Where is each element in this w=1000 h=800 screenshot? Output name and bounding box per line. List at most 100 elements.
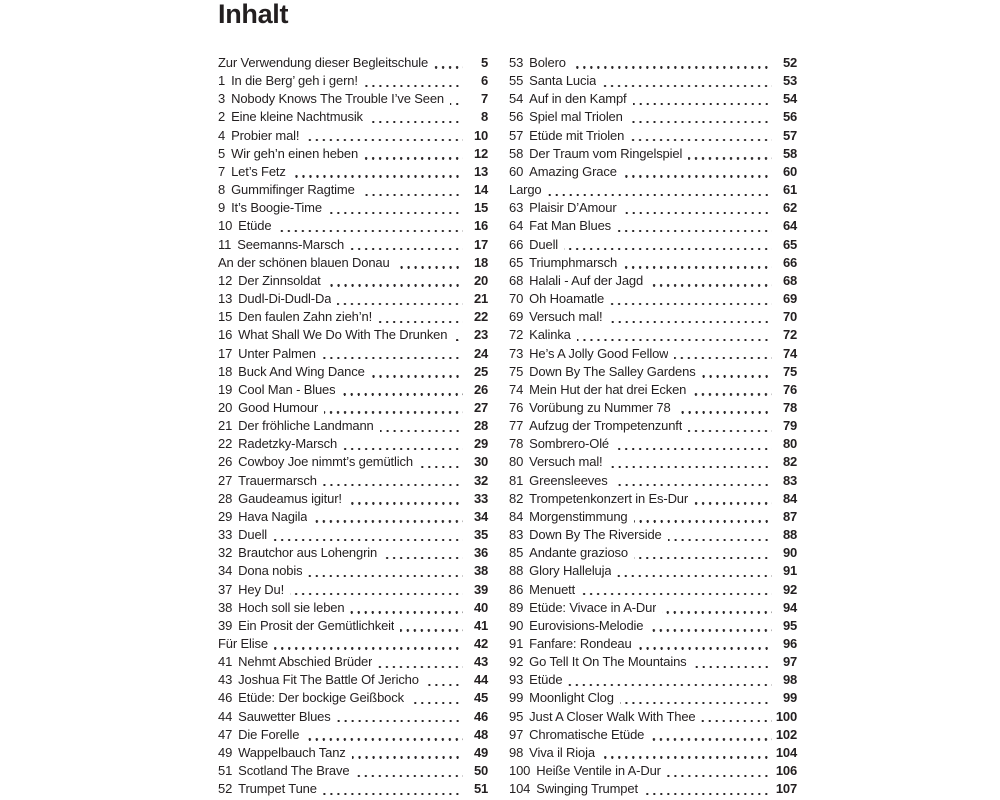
toc-entry-number: 44 bbox=[218, 708, 233, 724]
toc-entry-title: Down By The Riverside bbox=[529, 527, 662, 543]
toc-entry-leader-dots bbox=[667, 538, 772, 541]
toc-entry-title: Trumpet Tune bbox=[238, 781, 317, 797]
toc-entry-leader-dots bbox=[378, 665, 463, 669]
toc-entry: 34 Dona nobis 38 bbox=[218, 563, 488, 581]
toc-entry-number: 74 bbox=[509, 381, 524, 397]
toc-entry-number: 73 bbox=[509, 345, 524, 361]
toc-entry: 4 Probier mal! 10 bbox=[218, 128, 488, 146]
toc-entry-number: 10 bbox=[218, 218, 233, 234]
toc-entry-page-number: 94 bbox=[782, 599, 797, 615]
toc-entry-page-number: 107 bbox=[775, 781, 797, 797]
toc-entry-leader-dots bbox=[632, 102, 772, 106]
toc-entry-title: Glory Halleluja bbox=[529, 563, 612, 579]
toc-entry-title: Vorübung zu Nummer 78 bbox=[529, 399, 671, 415]
toc-entry: 70 Oh Hoamatle 69 bbox=[509, 291, 797, 309]
toc-entry-title: Good Humour bbox=[238, 399, 319, 415]
toc-entry-title: Zur Verwendung dieser Begleitschule bbox=[218, 55, 429, 70]
toc-entry-number: 33 bbox=[218, 527, 233, 543]
toc-entry-number: 12 bbox=[218, 272, 233, 288]
toc-entry-leader-dots bbox=[622, 211, 772, 215]
toc-entry: 80 Versuch mal! 82 bbox=[509, 454, 797, 472]
toc-entry: 75 Down By The Salley Gardens 75 bbox=[509, 364, 797, 382]
toc-entry-leader-dots bbox=[571, 66, 772, 69]
toc-entry-title: He’s A Jolly Good Fellow bbox=[529, 345, 669, 361]
toc-entry: 74 Mein Hut der hat drei Ecken 76 bbox=[509, 382, 797, 400]
toc-entry-page-number: 21 bbox=[473, 291, 488, 307]
toc-entry: 43 Joshua Fit The Battle Of Jericho 44 bbox=[218, 672, 488, 690]
toc-entry-title: Dudl-Di-Dudl-Da bbox=[238, 291, 332, 307]
toc-entry-page-number: 8 bbox=[480, 109, 488, 125]
toc-entry-leader-dots bbox=[650, 738, 772, 741]
toc-entry-title: It’s Boogie-Time bbox=[231, 200, 322, 216]
toc-entry-title: Plaisir D’Amour bbox=[529, 200, 617, 216]
toc-entry-number: 56 bbox=[509, 109, 524, 125]
toc-entry-leader-dots bbox=[364, 157, 463, 160]
toc-entry-page-number: 62 bbox=[782, 200, 797, 216]
toc-entry-title: Cool Man - Blues bbox=[238, 381, 336, 397]
toc-entry-leader-dots bbox=[341, 393, 463, 396]
toc-entry-page-number: 102 bbox=[775, 726, 797, 742]
toc-entry-page-number: 36 bbox=[473, 545, 488, 561]
toc-entry: 10 Etüde 16 bbox=[218, 218, 488, 236]
toc-entry-number: 72 bbox=[509, 327, 524, 343]
toc-entry: 32 Brautchor aus Lohengrin 36 bbox=[218, 545, 488, 563]
toc-entry: 55 Santa Lucia 53 bbox=[509, 73, 797, 91]
toc-entry-title: Versuch mal! bbox=[529, 309, 603, 325]
toc-entry-page-number: 32 bbox=[473, 472, 488, 488]
toc-entry-leader-dots bbox=[327, 211, 463, 215]
toc-entry-number: 76 bbox=[509, 399, 524, 415]
toc-entry-page-number: 76 bbox=[782, 381, 797, 397]
toc-entry-leader-dots bbox=[424, 683, 463, 687]
toc-entry-title: Santa Lucia bbox=[529, 73, 597, 89]
toc-entry-title: Duell bbox=[238, 527, 268, 543]
toc-entry-number: 99 bbox=[509, 690, 524, 706]
toc-entry-number: 21 bbox=[218, 418, 233, 434]
toc-entry-title: Morgenstimmung bbox=[529, 508, 628, 524]
toc-entry-leader-dots bbox=[337, 302, 463, 305]
toc-entry-page-number: 30 bbox=[473, 454, 488, 470]
toc-entry-leader-dots bbox=[688, 429, 772, 432]
toc-entry-page-number: 99 bbox=[782, 690, 797, 706]
toc-entry: Zur Verwendung dieser Begleitschule 5 bbox=[218, 55, 488, 73]
toc-entry: 17 Unter Palmen 24 bbox=[218, 346, 488, 364]
toc-entry: 16 What Shall We Do With The Drunken Sail… bbox=[218, 327, 488, 345]
toc-entry-leader-dots bbox=[581, 593, 772, 596]
toc-entry-leader-dots bbox=[643, 792, 772, 796]
toc-entry-leader-dots bbox=[326, 284, 463, 287]
toc-entry-page-number: 74 bbox=[782, 345, 797, 361]
toc-entry-page-number: 79 bbox=[782, 418, 797, 434]
toc-entry-number: 78 bbox=[509, 436, 524, 452]
toc-entry-title: Etüde bbox=[238, 218, 272, 234]
toc-entry-number: 66 bbox=[509, 236, 524, 252]
toc-entry: 15 Den faulen Zahn zieh’n! 22 bbox=[218, 309, 488, 327]
toc-entry-number: 3 bbox=[218, 91, 226, 107]
toc-entry: 95 Just A Closer Walk With Thee 100 bbox=[509, 709, 797, 727]
toc-entry-page-number: 24 bbox=[473, 345, 488, 361]
toc-entry-number: 43 bbox=[218, 672, 233, 688]
toc-entry: 3 Nobody Knows The Trouble I’ve Seen 7 bbox=[218, 91, 488, 109]
toc-entry-leader-dots bbox=[360, 193, 463, 196]
toc-entry-page-number: 87 bbox=[782, 508, 797, 524]
toc-entry: 26 Cowboy Joe nimmt’s gemütlich 30 bbox=[218, 454, 488, 472]
toc-entry: 73 He’s A Jolly Good Fellow 74 bbox=[509, 346, 797, 364]
toc-entry-page-number: 60 bbox=[782, 163, 797, 179]
toc-entry: 104 Swinging Trumpet 107 bbox=[509, 781, 797, 799]
toc-entry-number: 8 bbox=[218, 182, 226, 198]
toc-entry: 51 Scotland The Brave 50 bbox=[218, 763, 488, 781]
toc-entry-number: 52 bbox=[218, 781, 233, 797]
toc-entry-leader-dots bbox=[456, 338, 463, 342]
toc-entry-title: Den faulen Zahn zieh’n! bbox=[238, 309, 373, 325]
toc-entry-leader-dots bbox=[630, 139, 772, 142]
toc-entry-title: Duell bbox=[529, 236, 559, 252]
toc-entry-number: 83 bbox=[509, 527, 524, 543]
toc-entry-title: Largo bbox=[509, 182, 542, 198]
toc-entry-page-number: 72 bbox=[782, 327, 797, 343]
toc-entry-leader-dots bbox=[277, 229, 463, 233]
toc-entry-title: Sombrero-Olé bbox=[529, 436, 610, 452]
toc-entry-leader-dots bbox=[273, 647, 463, 650]
toc-entry: 21 Der fröhliche Landmann 28 bbox=[218, 418, 488, 436]
toc-entry: 19 Cool Man - Blues 26 bbox=[218, 382, 488, 400]
toc-entry: 93 Etüde 98 bbox=[509, 672, 797, 690]
toc-entry-title: Go Tell It On The Mountains bbox=[529, 654, 687, 670]
